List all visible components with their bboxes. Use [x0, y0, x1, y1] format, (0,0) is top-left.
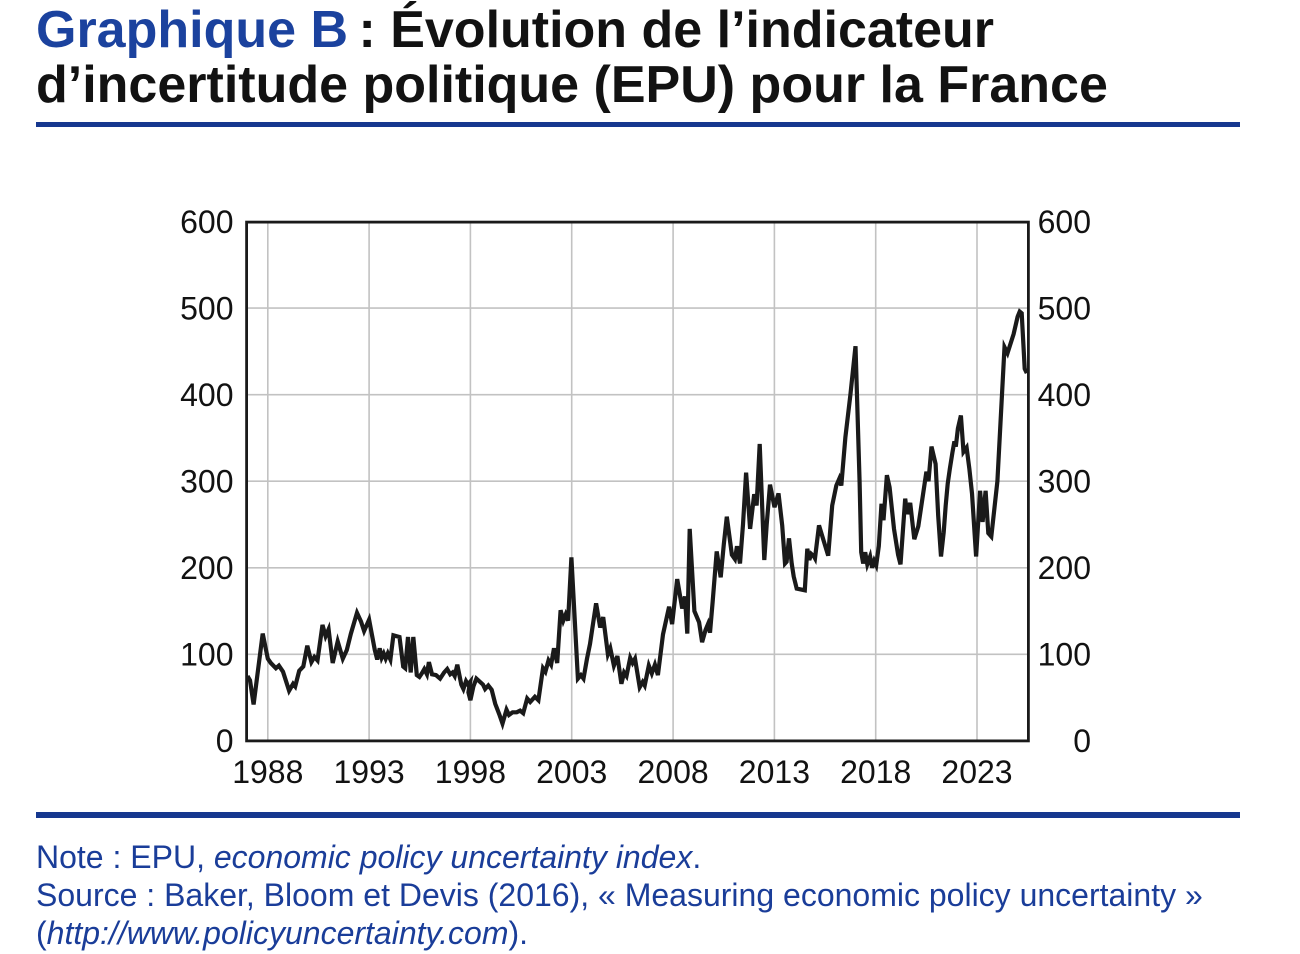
svg-text:100: 100	[180, 637, 233, 673]
svg-text:2003: 2003	[536, 754, 607, 790]
svg-text:200: 200	[1038, 550, 1091, 586]
svg-text:500: 500	[180, 290, 233, 326]
svg-text:200: 200	[180, 550, 233, 586]
svg-text:300: 300	[180, 464, 233, 500]
svg-text:400: 400	[1038, 377, 1091, 413]
svg-text:2013: 2013	[739, 754, 810, 790]
svg-text:0: 0	[1073, 723, 1091, 759]
svg-text:500: 500	[1038, 290, 1091, 326]
svg-text:600: 600	[1038, 204, 1091, 240]
svg-text:100: 100	[1038, 637, 1091, 673]
svg-text:400: 400	[180, 377, 233, 413]
svg-text:2008: 2008	[638, 754, 709, 790]
svg-text:2023: 2023	[941, 754, 1012, 790]
svg-text:0: 0	[216, 723, 234, 759]
svg-text:600: 600	[180, 204, 233, 240]
svg-text:300: 300	[1038, 464, 1091, 500]
svg-text:1993: 1993	[334, 754, 405, 790]
svg-text:2018: 2018	[840, 754, 911, 790]
svg-text:1998: 1998	[435, 754, 506, 790]
svg-text:1988: 1988	[232, 754, 303, 790]
